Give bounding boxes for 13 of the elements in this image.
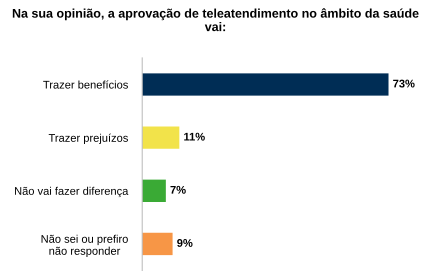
y-tick-label: Não vai fazer diferença	[15, 186, 128, 198]
data-label: 9%	[177, 239, 193, 247]
data-label: 11%	[184, 132, 205, 141]
bar	[142, 126, 180, 149]
data-label: 7%	[170, 186, 186, 194]
bar	[142, 73, 389, 96]
bar	[142, 180, 166, 202]
chart-title: Na sua opinião, a aprovação de teleatendimento no âmbito da saúde vai:	[12, 8, 419, 32]
bar	[142, 232, 173, 256]
y-tick-label: Trazer benefícios	[43, 80, 128, 89]
data-label: 73%	[393, 80, 415, 88]
y-tick-label: Trazer prejuízos	[48, 134, 128, 144]
y-tick-label: Não sei ou prefiro não responder	[42, 234, 128, 258]
